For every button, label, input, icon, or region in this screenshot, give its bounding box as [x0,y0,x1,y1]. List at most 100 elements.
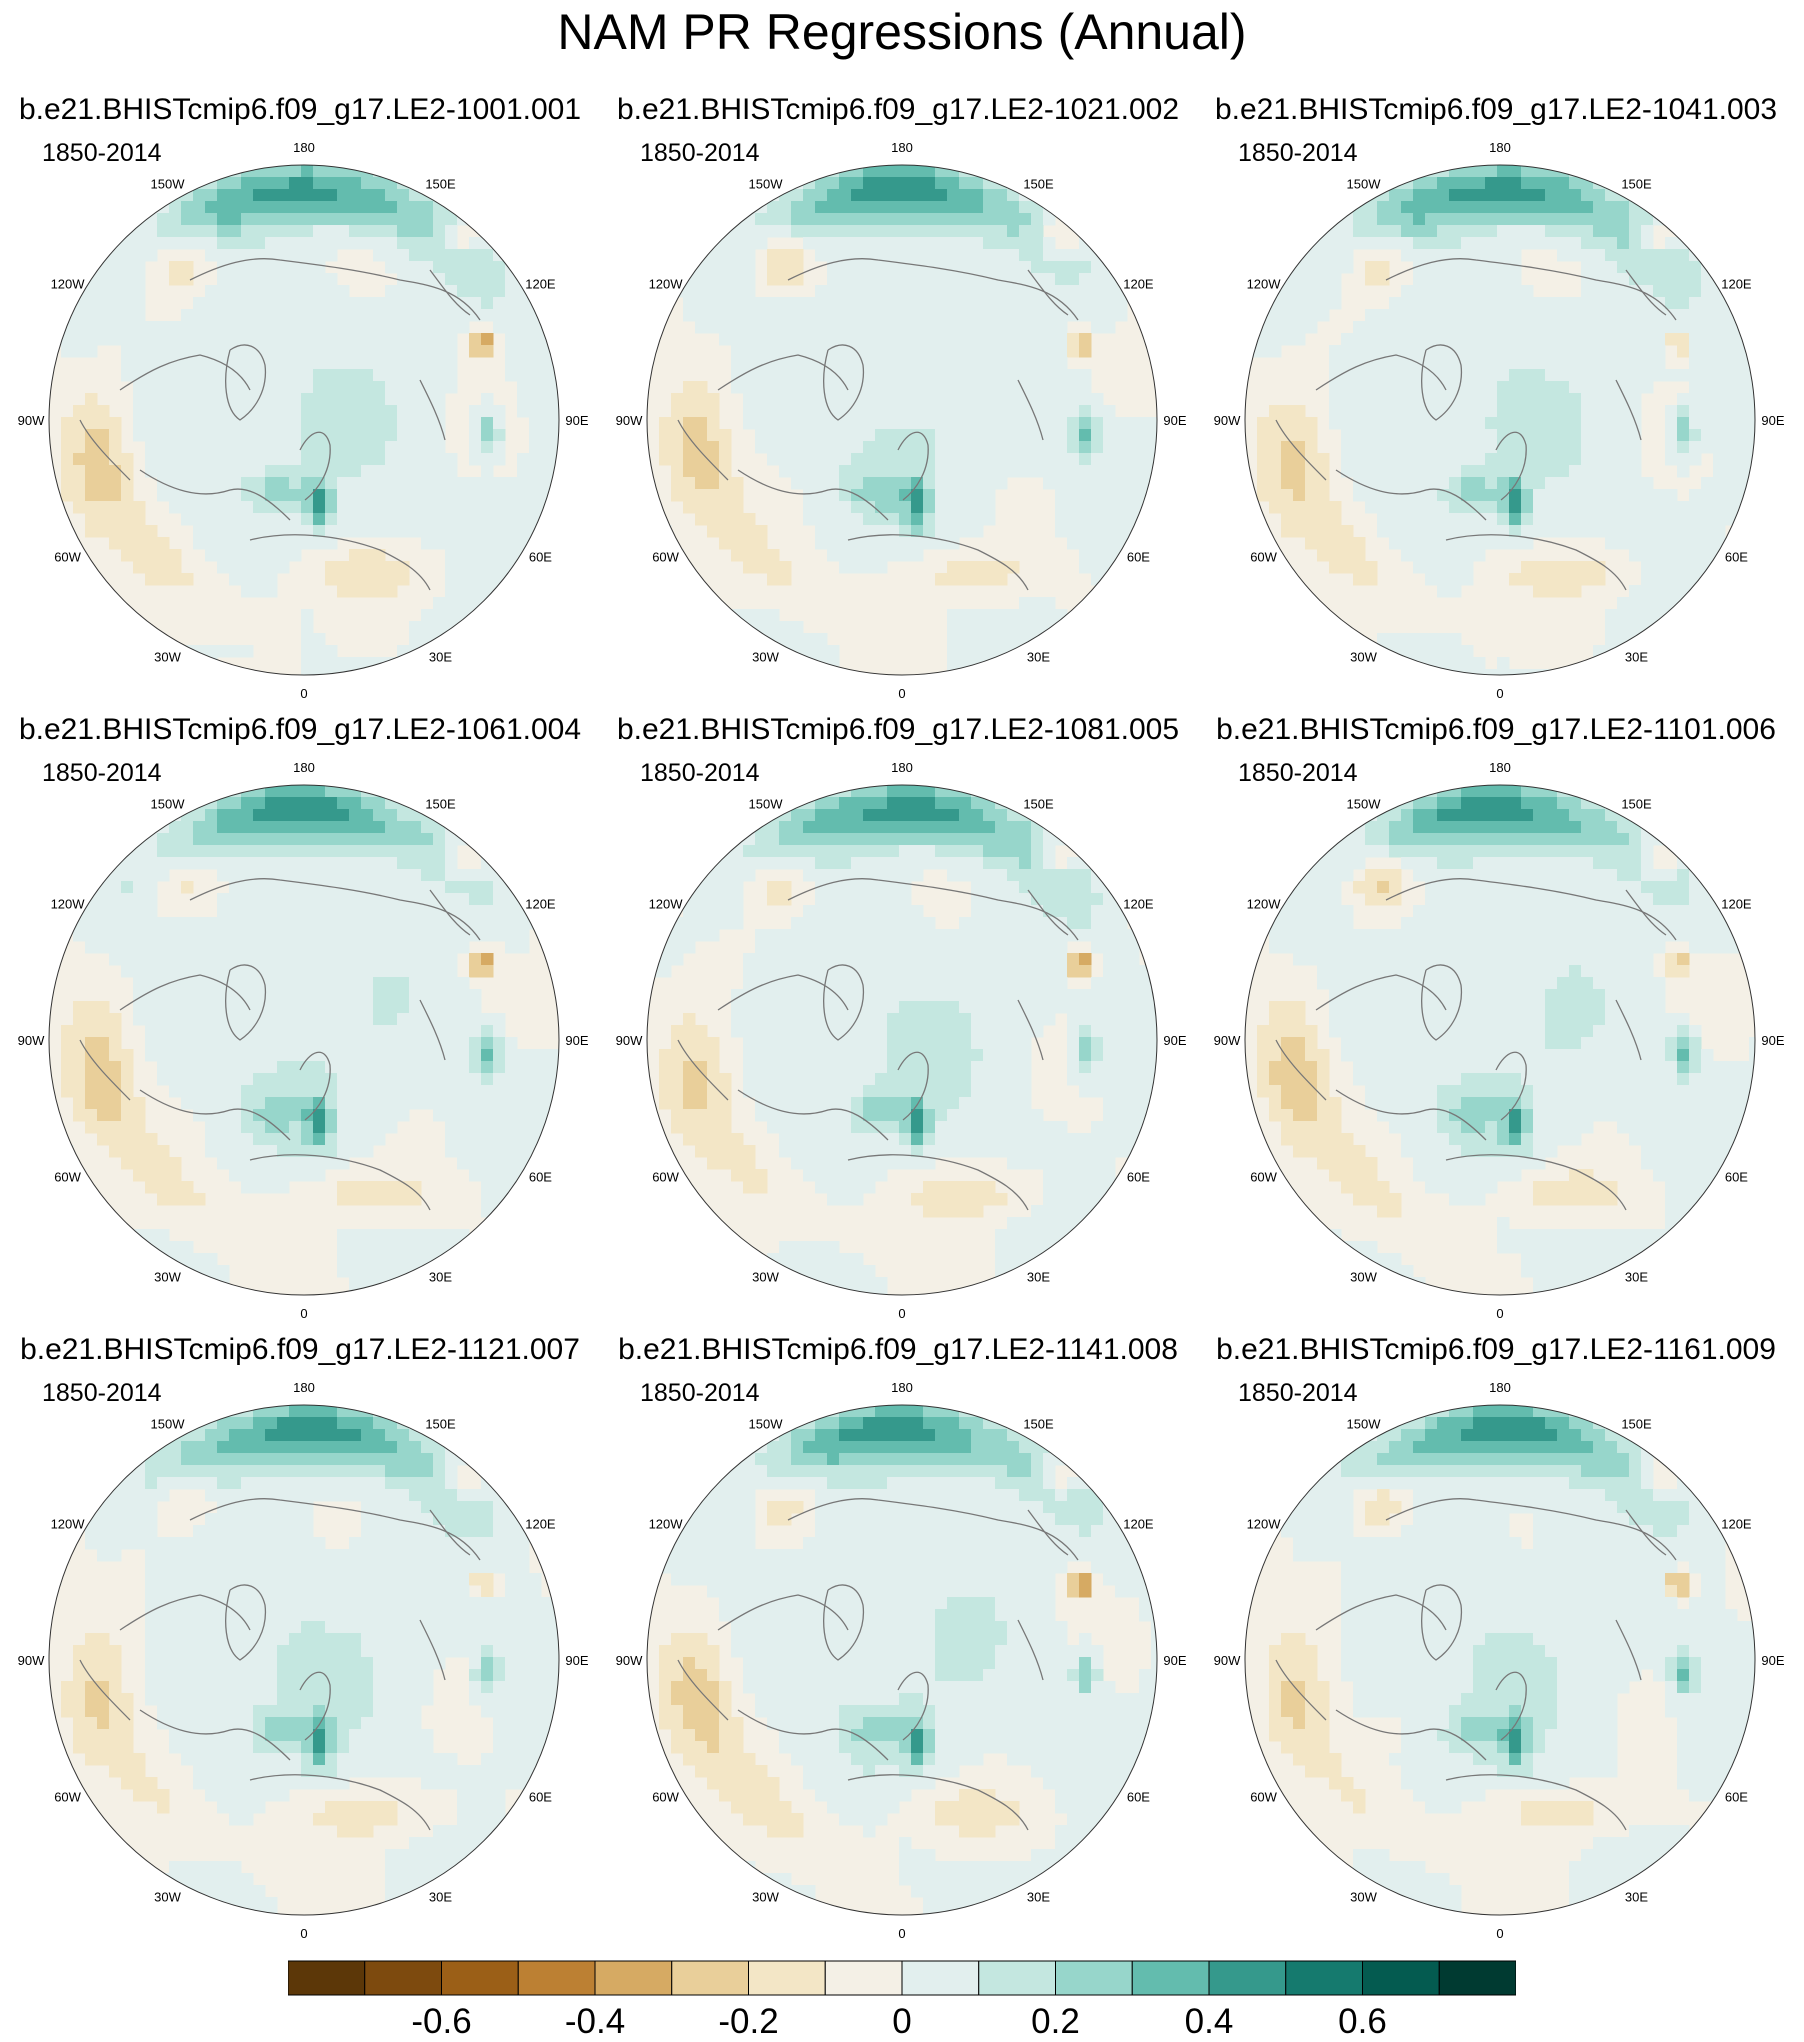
map-panel: 180 150E 120E 90E 60E 30E 0 30W 60W 90W 120W 150W b.… [598,1330,1198,1950]
longitude-label: 150E [1621,177,1652,192]
longitude-label: 0 [1496,1306,1503,1321]
coastline [189,1498,481,1561]
longitude-label: 180 [293,1380,315,1395]
coastline [1445,1774,1627,1831]
coastline [1315,1594,1447,1631]
longitude-label: 30W [1350,649,1377,664]
longitude-label: 30E [1625,1269,1648,1284]
longitude-label: 90E [565,413,588,428]
coastline [717,1594,849,1631]
coastline [847,534,1029,591]
coastline [737,1089,889,1141]
coastline [1335,1709,1487,1761]
panel-title: b.e21.BHISTcmip6.f09_g17.LE2-1101.006 [1216,713,1776,746]
longitude-label: 0 [898,1306,905,1321]
longitude-label: 30E [1625,1889,1648,1904]
coastline [429,889,471,936]
longitude-label: 150W [749,177,784,192]
longitude-label: 90E [1163,413,1186,428]
longitude-label: 30E [1027,649,1050,664]
coastline [299,431,331,501]
longitude-label: 0 [1496,686,1503,701]
polar-map: 180 150E 120E 90E 60E 30E 0 30W 60W 90W 120W 150W [18,1380,589,1941]
longitude-label: 150W [151,1417,186,1432]
longitude-label: 90W [1214,413,1241,428]
map-panel: 180 150E 120E 90E 60E 30E 0 30W 60W 90W 120W 150W b.… [0,710,600,1330]
map-panel: 180 150E 120E 90E 60E 30E 0 30W 60W 90W 120W 150W b.… [1196,710,1796,1330]
coastline [1625,269,1667,316]
longitude-label: 0 [898,686,905,701]
longitude-label: 90E [565,1653,588,1668]
coastline [429,269,471,316]
coastline [299,1051,331,1121]
coastline [225,1584,267,1661]
coastline [419,379,446,441]
polar-map: 180 150E 120E 90E 60E 30E 0 30W 60W 90W 120W 150W [1214,1380,1785,1941]
coastline [189,258,481,321]
colorbar-swatch [517,1960,596,1996]
polar-map: 180 150E 120E 90E 60E 30E 0 30W 60W 90W 120W 150W [18,760,589,1321]
longitude-label: 90E [1761,1033,1784,1048]
longitude-label: 150E [425,797,456,812]
longitude-label: 30E [1027,1269,1050,1284]
longitude-label: 30W [1350,1889,1377,1904]
longitude-label: 150E [425,1417,456,1432]
coastline [1615,999,1642,1061]
coastline [787,258,1079,321]
coastline [897,1051,929,1121]
panel-title: b.e21.BHISTcmip6.f09_g17.LE2-1081.005 [616,713,1180,746]
panel-title: b.e21.BHISTcmip6.f09_g17.LE2-1001.001 [18,93,582,126]
longitude-label: 120E [525,277,556,292]
longitude-label: 30W [752,649,779,664]
panel-period: 1850-2014 [1238,759,1358,787]
coastline [1027,889,1069,936]
coastline [139,1089,291,1141]
coastline [299,1671,331,1741]
longitude-label: 120E [1721,1517,1752,1532]
precip-field [49,785,559,1295]
longitude-label: 90W [616,1033,643,1048]
colorbar: -0.6 -0.4 -0.2 0 0.2 0.4 0.6 [287,1960,1517,2042]
longitude-label: 60E [529,550,552,565]
longitude-label: 120E [525,897,556,912]
colorbar-tick-label: -0.4 [564,2002,626,2041]
longitude-label: 90W [18,1653,45,1668]
longitude-label: 90E [1761,413,1784,428]
longitude-label: 180 [293,760,315,775]
longitude-label: 150W [151,177,186,192]
coastline [847,1774,1029,1831]
map-border [1244,1404,1756,1916]
coastline [897,431,929,501]
precip-field [49,165,559,675]
colorbar-tick-label: 0.2 [1031,2002,1080,2041]
colorbar-swatch [1285,1960,1363,1996]
colorbar-swatches [287,1960,1517,1996]
colorbar-swatch [1208,1960,1287,1996]
colorbar-swatch [594,1960,673,1996]
coastline [677,1659,729,1721]
polar-map: 180 150E 120E 90E 60E 30E 0 30W 60W 90W 120W 150W [616,140,1187,701]
polar-map: 180 150E 120E 90E 60E 30E 0 30W 60W 90W 120W 150W [18,140,589,701]
coastline [225,344,267,421]
polar-map: 180 150E 120E 90E 60E 30E 0 30W 60W 90W 120W 150W [1214,760,1785,1321]
longitude-label: 90W [18,413,45,428]
longitude-label: 30W [154,1269,181,1284]
longitude-label: 120W [51,1517,86,1532]
longitude-label: 120E [1721,897,1752,912]
longitude-label: 60E [1725,1790,1748,1805]
longitude-label: 90W [18,1033,45,1048]
coastline [119,974,251,1011]
map-panel: 180 150E 120E 90E 60E 30E 0 30W 60W 90W 120W 150W b.… [1196,1330,1796,1950]
colorbar-tick-label: -0.2 [718,2002,779,2041]
coastline [1275,1659,1327,1721]
longitude-label: 90E [1761,1653,1784,1668]
longitude-label: 30W [752,1269,779,1284]
longitude-label: 60W [652,1170,679,1185]
panel-period: 1850-2014 [640,139,760,167]
coastline [847,1154,1029,1211]
longitude-label: 180 [293,140,315,155]
colorbar-swatch [441,1960,519,1996]
longitude-label: 120E [525,1517,556,1532]
coastline [1495,1671,1527,1741]
coastline [1315,974,1447,1011]
